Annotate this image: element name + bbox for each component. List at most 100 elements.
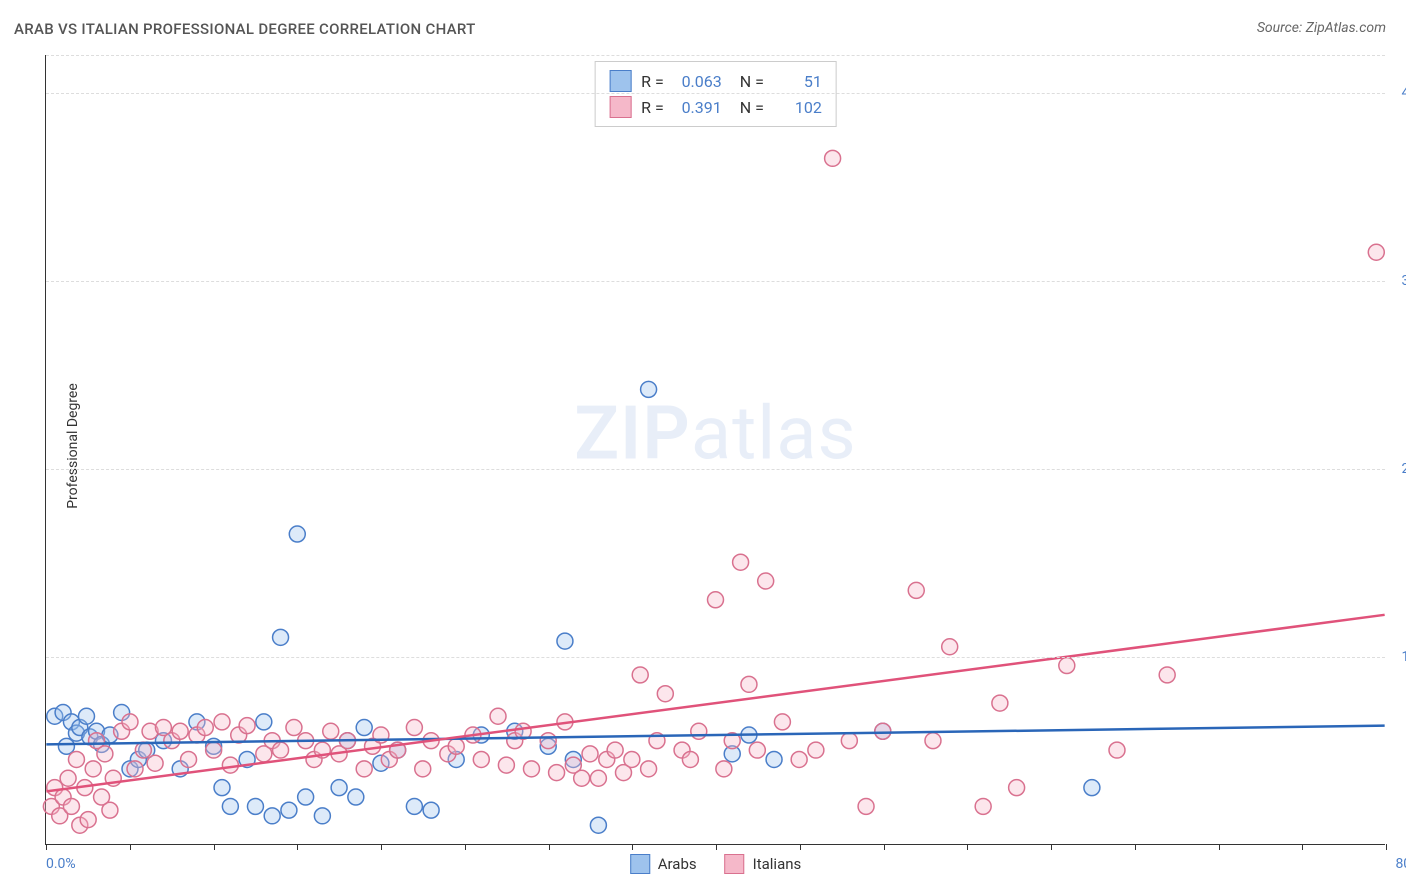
data-point bbox=[741, 676, 757, 692]
data-point bbox=[214, 780, 230, 796]
series-legend-label: Italians bbox=[753, 855, 802, 873]
data-point bbox=[356, 761, 372, 777]
x-tick bbox=[632, 844, 633, 850]
x-tick bbox=[46, 844, 47, 850]
data-point bbox=[206, 742, 222, 758]
data-point bbox=[289, 526, 305, 542]
data-point bbox=[60, 770, 76, 786]
data-point bbox=[766, 751, 782, 767]
data-point bbox=[58, 738, 74, 754]
data-point bbox=[356, 720, 372, 736]
x-axis-min-label: 0.0% bbox=[46, 856, 76, 872]
plot-svg bbox=[46, 55, 1385, 844]
data-point bbox=[908, 582, 924, 598]
data-point bbox=[749, 742, 765, 758]
data-point bbox=[63, 798, 79, 814]
y-tick-label: 10.0% bbox=[1401, 649, 1406, 665]
data-point bbox=[314, 808, 330, 824]
data-point bbox=[992, 695, 1008, 711]
data-point bbox=[574, 770, 590, 786]
chart-container: ARAB VS ITALIAN PROFESSIONAL DEGREE CORR… bbox=[0, 0, 1406, 892]
legend-swatch bbox=[630, 854, 650, 874]
data-point bbox=[758, 573, 774, 589]
data-point bbox=[1368, 244, 1384, 260]
gridline bbox=[46, 55, 1385, 56]
data-point bbox=[127, 761, 143, 777]
data-point bbox=[273, 629, 289, 645]
data-point bbox=[523, 761, 539, 777]
data-point bbox=[549, 765, 565, 781]
data-point bbox=[657, 686, 673, 702]
data-point bbox=[281, 802, 297, 818]
data-point bbox=[808, 742, 824, 758]
data-point bbox=[1159, 667, 1175, 683]
legend-r-label: R = bbox=[641, 98, 664, 117]
series-legend-label: Arabs bbox=[658, 855, 697, 873]
data-point bbox=[557, 633, 573, 649]
data-point bbox=[102, 802, 118, 818]
data-point bbox=[79, 708, 95, 724]
data-point bbox=[975, 798, 991, 814]
data-point bbox=[197, 720, 213, 736]
data-point bbox=[540, 733, 556, 749]
data-point bbox=[172, 723, 188, 739]
legend-row: R =0.391 N =102 bbox=[609, 94, 822, 120]
data-point bbox=[875, 723, 891, 739]
data-point bbox=[925, 733, 941, 749]
x-tick bbox=[1051, 844, 1052, 850]
data-point bbox=[406, 798, 422, 814]
data-point bbox=[942, 639, 958, 655]
data-point bbox=[791, 751, 807, 767]
data-point bbox=[147, 755, 163, 771]
x-tick bbox=[967, 844, 968, 850]
gridline bbox=[46, 657, 1385, 658]
data-point bbox=[348, 789, 364, 805]
x-tick bbox=[465, 844, 466, 850]
data-point bbox=[498, 757, 514, 773]
legend-n-value: 51 bbox=[774, 72, 822, 91]
data-point bbox=[641, 761, 657, 777]
gridline bbox=[46, 281, 1385, 282]
y-tick-label: 40.0% bbox=[1401, 85, 1406, 101]
y-tick-label: 20.0% bbox=[1401, 461, 1406, 477]
data-point bbox=[222, 798, 238, 814]
data-point bbox=[286, 720, 302, 736]
gridline bbox=[46, 469, 1385, 470]
data-point bbox=[682, 751, 698, 767]
x-tick bbox=[800, 844, 801, 850]
data-point bbox=[473, 751, 489, 767]
legend-n-label: N = bbox=[732, 72, 764, 91]
data-point bbox=[632, 667, 648, 683]
data-point bbox=[423, 802, 439, 818]
data-point bbox=[858, 798, 874, 814]
gridline bbox=[46, 93, 1385, 94]
x-tick bbox=[1135, 844, 1136, 850]
data-point bbox=[298, 789, 314, 805]
data-point bbox=[733, 554, 749, 570]
data-point bbox=[135, 742, 151, 758]
chart-source: Source: ZipAtlas.com bbox=[1257, 20, 1386, 36]
y-tick-label: 30.0% bbox=[1401, 273, 1406, 289]
trend-line bbox=[46, 615, 1384, 792]
data-point bbox=[1009, 780, 1025, 796]
data-point bbox=[825, 150, 841, 166]
x-tick bbox=[716, 844, 717, 850]
data-point bbox=[323, 723, 339, 739]
chart-title: ARAB VS ITALIAN PROFESSIONAL DEGREE CORR… bbox=[14, 20, 476, 38]
legend-n-value: 102 bbox=[774, 98, 822, 117]
x-tick bbox=[1302, 844, 1303, 850]
data-point bbox=[624, 751, 640, 767]
legend-swatch bbox=[725, 854, 745, 874]
series-legend-item: Arabs bbox=[630, 854, 697, 874]
data-point bbox=[181, 751, 197, 767]
data-point bbox=[774, 714, 790, 730]
x-axis-max-label: 80.0% bbox=[1395, 856, 1406, 872]
data-point bbox=[1109, 742, 1125, 758]
data-point bbox=[85, 761, 101, 777]
data-point bbox=[841, 733, 857, 749]
data-point bbox=[590, 770, 606, 786]
data-point bbox=[331, 780, 347, 796]
data-point bbox=[264, 808, 280, 824]
data-point bbox=[1084, 780, 1100, 796]
x-tick bbox=[130, 844, 131, 850]
